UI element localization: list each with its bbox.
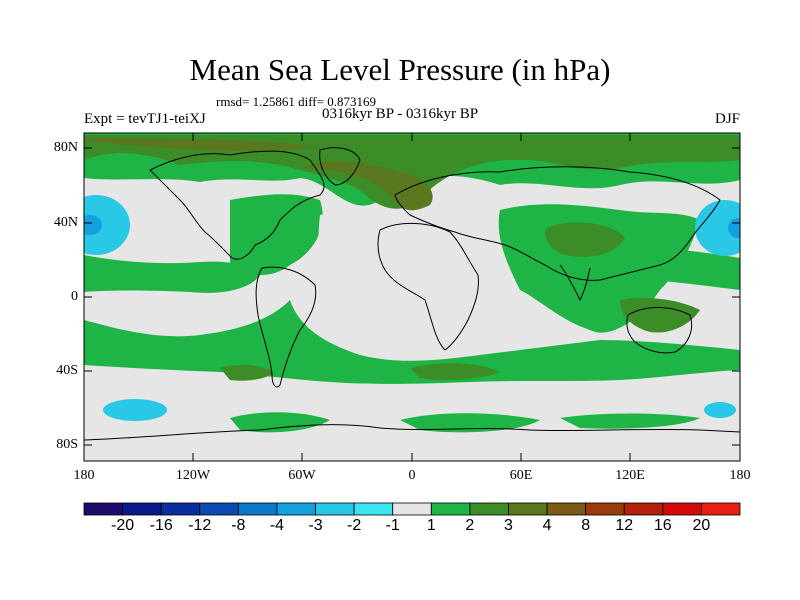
colorbar-label: -1 xyxy=(385,517,400,534)
lon-tick-label: 60W xyxy=(288,468,316,483)
field-low-west-outer xyxy=(84,195,130,255)
colorbar-label: 4 xyxy=(542,517,552,534)
colorbar-label: 20 xyxy=(692,517,711,534)
field-low-south-2 xyxy=(704,402,736,418)
colorbar-label: 2 xyxy=(465,517,475,534)
period-label: 0316kyr BP - 0316kyr BP xyxy=(321,106,479,122)
map-field xyxy=(84,133,740,461)
colorbar-label: -3 xyxy=(308,517,323,534)
coast-south-america xyxy=(255,266,317,388)
coast-australia xyxy=(626,307,693,354)
colorbar-label: 3 xyxy=(504,517,513,534)
field-patch-north-1 xyxy=(84,135,740,209)
field-low-west-inner xyxy=(84,215,102,235)
colorbar-swatch xyxy=(276,502,316,516)
lon-tick-label: 0 xyxy=(408,468,416,483)
colorbar-label: 8 xyxy=(581,517,591,534)
coast-eurasia xyxy=(394,166,721,281)
field-asia-dark xyxy=(545,222,625,257)
colorbar-swatch xyxy=(623,502,664,516)
field-antarctic-2 xyxy=(400,413,540,433)
lon-tick-label: 180 xyxy=(73,468,95,483)
colorbar-swatch xyxy=(469,502,509,516)
lon-tick-label: 180 xyxy=(729,468,751,483)
colorbar-swatch xyxy=(392,502,432,516)
colorbar-label: -20 xyxy=(111,517,135,534)
coast-north-america xyxy=(149,150,325,260)
colorbar-label: -8 xyxy=(231,517,246,534)
colorbar-swatch xyxy=(122,502,162,516)
stats-label: rmsd= 1.25861 diff= 0.873169 xyxy=(216,94,376,109)
lat-tick-label: 80N xyxy=(53,140,78,155)
lat-tick-label: 40N xyxy=(53,215,78,230)
field-australia xyxy=(620,298,700,333)
field-south-dark-2 xyxy=(410,363,500,380)
colorbar-swatch xyxy=(315,502,355,516)
field-antarctic-1 xyxy=(230,412,330,433)
colorbar-label: -16 xyxy=(149,517,173,534)
colorbar-swatch xyxy=(83,502,123,516)
coast-antarctica xyxy=(84,424,740,441)
colorbar-swatch xyxy=(662,502,702,516)
field-patch-north-3 xyxy=(84,138,320,151)
colorbar-swatch xyxy=(237,502,278,516)
colorbar xyxy=(83,502,741,516)
colorbar-swatch xyxy=(430,502,471,516)
field-pacific-east xyxy=(620,247,740,290)
field-south-atlantic xyxy=(318,213,429,355)
lon-tick-label: 60E xyxy=(509,468,533,483)
colorbar-swatch xyxy=(585,502,625,516)
experiment-label: Expt = tevTJ1-teiXJ xyxy=(84,111,206,127)
colorbar-label: 16 xyxy=(653,517,672,534)
colorbar-label: -2 xyxy=(346,517,362,534)
field-low-south xyxy=(103,399,167,421)
coast-greenland xyxy=(319,147,361,186)
field-atlantic xyxy=(230,194,323,275)
lat-tick-label: 0 xyxy=(71,289,78,304)
colorbar-swatch xyxy=(199,502,239,516)
colorbar-swatch xyxy=(508,502,548,516)
field-pacific-north xyxy=(84,255,260,293)
coast-india xyxy=(559,264,591,302)
colorbar-label: 1 xyxy=(426,517,436,534)
lon-tick-label: 120W xyxy=(175,468,211,483)
coast-africa xyxy=(377,222,479,351)
lat-tick-label: 80S xyxy=(56,437,78,452)
season-label: DJF xyxy=(714,111,740,127)
colorbar-label: 12 xyxy=(615,517,634,534)
colorbar-label: -12 xyxy=(188,517,212,534)
map-title: Mean Sea Level Pressure (in hPa) xyxy=(189,52,611,87)
lon-tick-label: 120E xyxy=(615,468,645,483)
field-south-dark-1 xyxy=(220,364,275,381)
colorbar-swatch xyxy=(160,502,201,516)
coastlines xyxy=(84,147,740,441)
colorbar-label: -4 xyxy=(269,517,285,534)
colorbar-swatch xyxy=(546,502,587,516)
colorbar-swatch xyxy=(353,502,394,516)
colorbar-swatch xyxy=(701,502,741,516)
field-low-east-inner xyxy=(728,218,740,238)
lat-tick-label: 40S xyxy=(56,363,78,378)
field-band-south xyxy=(84,300,740,384)
axis-ticks xyxy=(83,133,741,461)
field-antarctic-3 xyxy=(560,413,700,429)
field-patch-north-2 xyxy=(300,161,433,211)
field-low-east-outer xyxy=(695,200,740,256)
